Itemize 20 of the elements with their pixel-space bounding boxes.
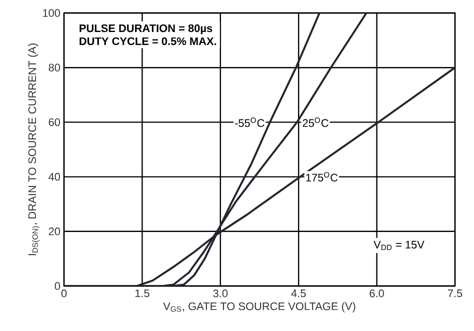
- x-tick-label: 0: [61, 290, 67, 298]
- y-tick-label: 60: [48, 118, 60, 126]
- x-tick-label: 6.0: [370, 290, 384, 298]
- y-tick-label: 0: [54, 282, 60, 290]
- y-tick-label: 20: [48, 228, 60, 236]
- x-axis-title: V$_{GS}$, GATE TO SOURCE VOLTAGE (V): [163, 302, 356, 312]
- annotation: DUTY CYCLE = 0.5% MAX.: [80, 37, 216, 46]
- x-tick-label: 7.5: [448, 290, 462, 298]
- x-tick-label: 1.5: [135, 290, 150, 298]
- y-tick-label: 100: [43, 9, 60, 17]
- y-tick-label: 40: [48, 172, 60, 181]
- x-tick-label: 3.0: [213, 290, 228, 298]
- annotation: PULSE DURATION = 80µs: [80, 24, 212, 34]
- series-label: -55$^{O}$C: [234, 117, 264, 127]
- x-tick-label: 4.5: [291, 290, 306, 298]
- y-axis-title: I$_{DS(ON)}$, DRAIN TO SOURCE CURRENT (A): [28, 44, 40, 256]
- series-label: 175$^{O}$C: [306, 172, 338, 182]
- y-tick-label: 80: [48, 64, 60, 72]
- series-label: 25$^{O}$C: [302, 117, 328, 127]
- annotation: V$_{DD}$ = 15V: [374, 240, 424, 250]
